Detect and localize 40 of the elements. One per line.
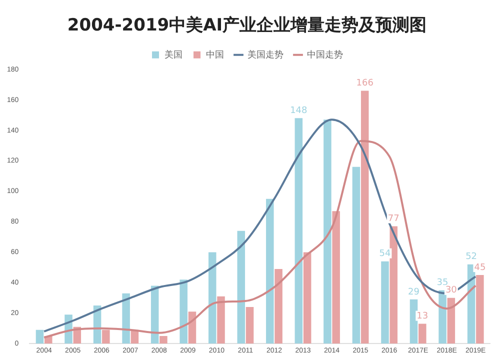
bar [237, 230, 246, 344]
bar [324, 120, 332, 344]
data-label: 148 [290, 106, 308, 116]
bar [274, 268, 282, 344]
bar [303, 252, 312, 344]
chart-title: 2004-2019中美AI产业企业增量走势及预测图 [67, 16, 427, 36]
legend-label: 美国 [164, 49, 182, 60]
data-label: 52 [466, 252, 478, 262]
bar [352, 166, 360, 344]
data-label: 77 [388, 214, 400, 224]
bar [246, 307, 254, 344]
bar [180, 280, 188, 344]
bar [294, 118, 303, 344]
legend-label: 美国走势 [248, 49, 284, 60]
bar [410, 299, 418, 344]
bar [390, 226, 398, 344]
bar [438, 290, 446, 344]
bar [208, 252, 216, 344]
bar [266, 198, 274, 344]
bar [332, 211, 340, 344]
data-label: 13 [416, 312, 428, 322]
bar [150, 286, 159, 344]
bar [217, 296, 225, 344]
data-label: 29 [408, 287, 420, 298]
bar [36, 330, 44, 344]
data-label: 45 [474, 262, 486, 273]
data-label: 54 [379, 249, 391, 260]
legend-label: 中国走势 [307, 49, 343, 60]
data-label: 35 [436, 278, 448, 288]
data-label: 166 [356, 78, 374, 89]
bar [418, 324, 426, 344]
bar [381, 261, 389, 344]
bar [360, 90, 369, 344]
data-label: 30 [445, 286, 458, 296]
legend-label: 中国 [206, 49, 224, 60]
bar [122, 293, 130, 344]
bar [476, 275, 484, 344]
bar [102, 330, 110, 344]
bar [160, 336, 168, 344]
bar [447, 298, 456, 344]
